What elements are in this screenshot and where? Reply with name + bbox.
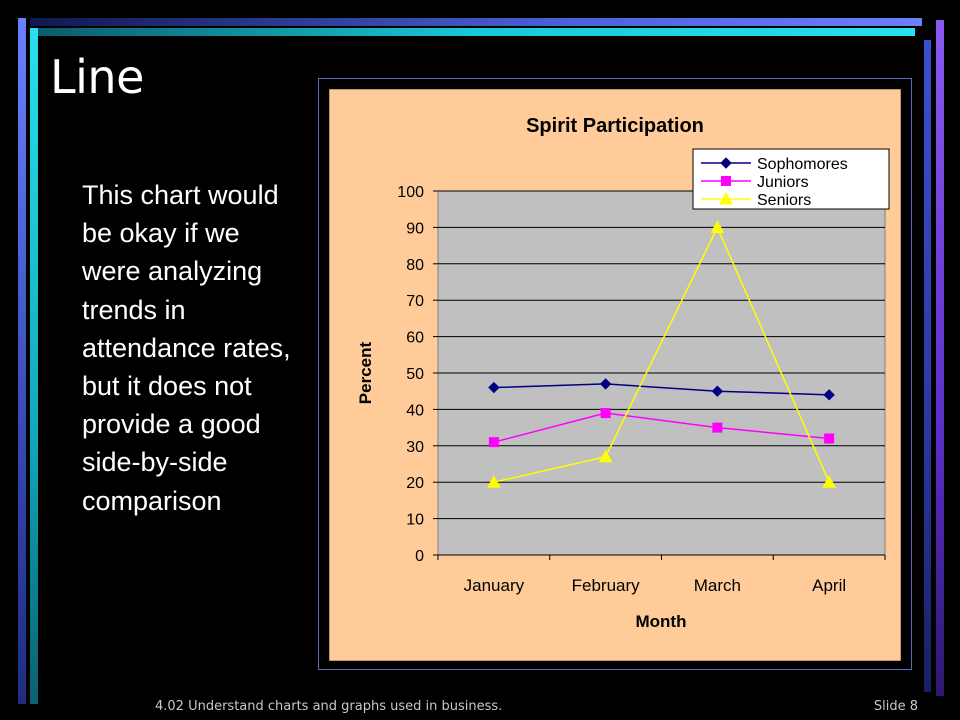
data-point-marker	[823, 389, 835, 401]
x-axis-label: Month	[636, 612, 687, 631]
x-tick-label: April	[812, 576, 846, 595]
legend-entry: Seniors	[701, 191, 811, 209]
legend-marker	[721, 176, 731, 186]
slide-footer: 4.02 Understand charts and graphs used i…	[155, 699, 503, 714]
x-tick-label: January	[464, 576, 525, 595]
top-accent-bar-blue	[30, 18, 922, 26]
series-line	[493, 412, 830, 443]
data-point-marker	[710, 220, 725, 233]
legend-marker	[720, 157, 732, 169]
data-point-marker	[599, 378, 612, 390]
x-axis-tick-labels: January February March April	[437, 555, 886, 595]
legend-label: Sophomores	[757, 156, 848, 173]
y-tick-label: 30	[406, 439, 424, 456]
series-seniors	[487, 220, 836, 488]
y-tick-label: 90	[406, 220, 424, 237]
right-accent-bar-blue	[924, 40, 931, 692]
y-axis-tick-labels: 0 10 20 30 40 50 60 70 80 90 100	[397, 184, 438, 565]
y-tick-label: 20	[406, 475, 424, 492]
data-point-marker	[488, 381, 500, 394]
chart-title: Spirit Participation	[526, 115, 704, 137]
x-tick-label: February	[572, 576, 641, 595]
y-tick-label: 60	[406, 330, 424, 347]
slide-number: Slide 8	[873, 699, 918, 714]
y-tick-label: 70	[406, 293, 424, 310]
data-point-marker	[488, 437, 499, 448]
y-tick-label: 100	[397, 184, 424, 201]
legend-label: Juniors	[757, 174, 809, 191]
y-tick-label: 0	[415, 548, 424, 565]
y-tick-label: 10	[406, 512, 424, 529]
y-tick-label: 50	[406, 366, 424, 383]
series-sophomores	[488, 378, 835, 401]
legend-marker	[719, 191, 733, 205]
series-lines	[487, 220, 836, 488]
y-axis-label: Percent	[356, 341, 375, 404]
left-accent-bar-cyan	[30, 28, 38, 704]
right-accent-bar-purple	[936, 20, 944, 696]
data-point-marker	[824, 433, 835, 444]
slide-title: Line	[50, 50, 144, 104]
left-accent-bar-blue	[18, 18, 26, 704]
data-point-marker	[600, 408, 611, 419]
legend-entry: Juniors	[701, 174, 809, 191]
y-tick-label: 40	[406, 402, 424, 419]
data-point-marker	[711, 385, 724, 397]
y-tick-label: 80	[406, 257, 424, 274]
series-line	[493, 383, 830, 396]
legend-label: Seniors	[757, 192, 811, 209]
line-chart: Spirit Participation 0 10 20 30 40 50 60 70 80 90…	[328, 88, 902, 662]
top-accent-bar-cyan	[30, 28, 915, 36]
chart-frame: Spirit Participation 0 10 20 30 40 50 60 70 80 90…	[318, 78, 912, 670]
gridlines	[438, 190, 885, 556]
series-juniors	[488, 408, 835, 448]
data-point-marker	[712, 422, 723, 433]
data-point-marker	[487, 475, 501, 488]
x-tick-label: March	[694, 576, 741, 595]
slide-body-text: This chart would be okay if we were anal…	[82, 180, 291, 516]
data-point-marker	[598, 449, 613, 463]
legend-entry: Sophomores	[701, 156, 848, 173]
series-line	[493, 225, 830, 483]
data-point-marker	[822, 475, 836, 488]
